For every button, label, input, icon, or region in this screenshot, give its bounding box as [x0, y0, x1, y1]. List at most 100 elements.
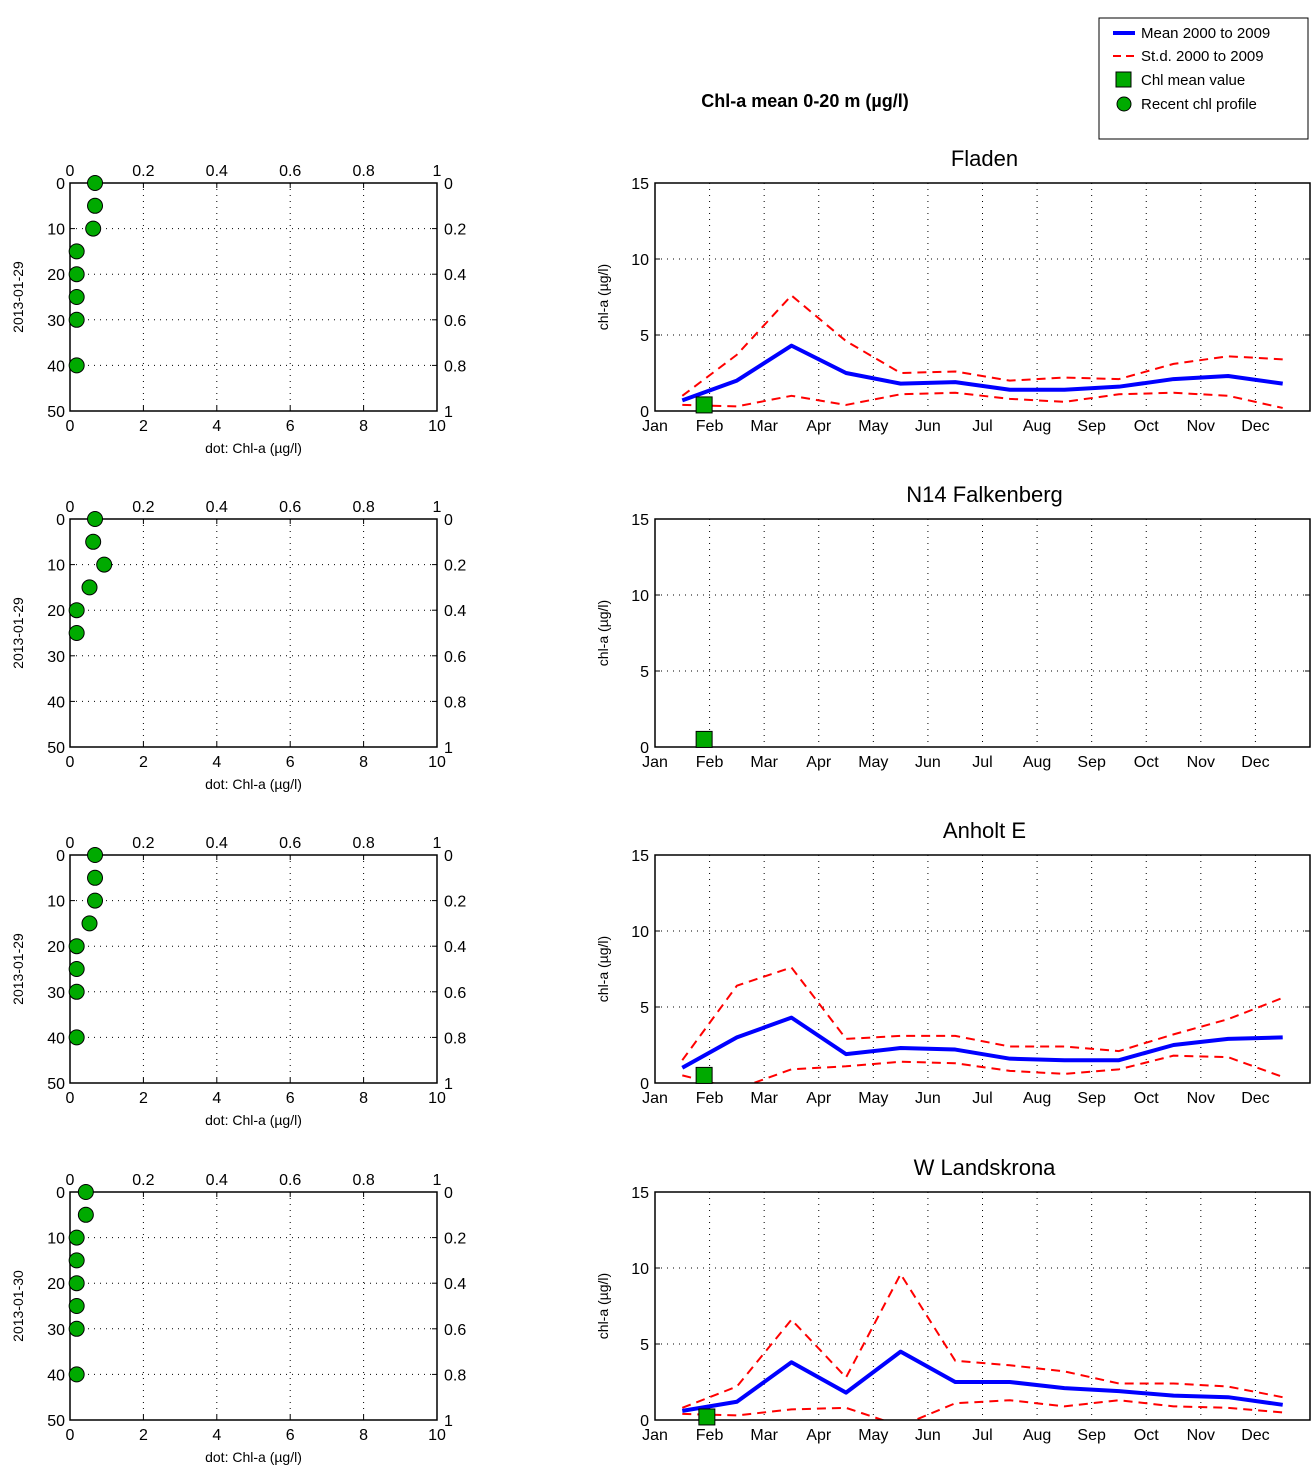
month-label: Mar [750, 418, 778, 435]
x-tick-label: 4 [212, 754, 221, 771]
x-tick-label: 6 [286, 754, 295, 771]
month-label: Jul [972, 418, 992, 435]
month-label: Jun [915, 754, 941, 771]
month-label: Dec [1241, 1090, 1269, 1107]
plot-area [70, 855, 437, 1083]
top-tick-label: 0 [66, 163, 75, 180]
profile-point-5 [68, 625, 85, 641]
top-tick-label: 0.8 [352, 163, 374, 180]
y-tick-label: 30 [47, 985, 65, 1002]
std-line-0 [681, 966, 1284, 1061]
x-tick-label: 8 [359, 754, 368, 771]
x-axis-label: dot: Chl-a (µg/l) [205, 1449, 302, 1465]
plot-frame [654, 518, 1311, 748]
x-tick-label: 10 [428, 1090, 446, 1107]
profile-point-7 [68, 357, 85, 374]
profile-point-6 [68, 311, 85, 328]
top-tick-label: 1 [433, 163, 442, 180]
month-label: Nov [1187, 1427, 1215, 1444]
right-tick-label: 0.6 [444, 313, 466, 330]
month-label: Mar [750, 754, 778, 771]
season-plot-3: Jan Feb Mar Apr May Jun Jul Aug Sep Oct Nov Dec 0 5 10… [595, 1155, 1311, 1444]
month-label: May [858, 1090, 888, 1107]
x-tick-label: 6 [286, 1427, 295, 1444]
y-tick-label: 15 [631, 176, 649, 193]
month-label: Sep [1077, 418, 1106, 435]
profile-point-5 [68, 1298, 85, 1314]
month-label: Mar [750, 1427, 778, 1444]
y-tick-label: 15 [631, 848, 649, 865]
y-tick-label: 15 [631, 512, 649, 529]
y-tick-label: 10 [631, 588, 649, 605]
x-tick-label: 8 [359, 1427, 368, 1444]
right-tick-label: 0.8 [444, 694, 466, 711]
profile-point-2 [87, 892, 104, 909]
plot-area [70, 183, 437, 411]
y-tick-label: 10 [47, 222, 65, 239]
std-line-0 [681, 1273, 1283, 1409]
month-label: Aug [1023, 1090, 1051, 1107]
y-tick-label: 0 [56, 512, 65, 529]
month-label: Feb [696, 418, 724, 435]
x-tick-label: 10 [428, 418, 446, 435]
top-tick-label: 0.8 [352, 499, 374, 516]
right-tick-label: 0.4 [444, 267, 466, 284]
profile-point-0 [87, 511, 104, 527]
month-label: Apr [806, 754, 832, 771]
right-tick-label: 0 [444, 176, 453, 193]
month-label: Aug [1023, 1427, 1051, 1444]
month-label: Feb [696, 1427, 724, 1444]
month-label: Nov [1187, 418, 1215, 435]
month-label: Feb [696, 1090, 724, 1107]
top-tick-label: 0.4 [206, 163, 228, 180]
top-tick-label: 1 [433, 1172, 442, 1189]
station-title: Fladen [951, 146, 1018, 171]
x-axis-label: dot: Chl-a (µg/l) [205, 1112, 302, 1128]
month-label: Sep [1077, 1090, 1106, 1107]
profile-point-4 [68, 1275, 85, 1292]
profile-point-1 [85, 533, 102, 550]
profile-point-2 [68, 1229, 85, 1246]
right-tick-label: 1 [444, 404, 453, 421]
legend-square-swatch [1115, 71, 1132, 88]
profile-point-6 [68, 1320, 85, 1337]
top-tick-label: 0.6 [279, 1172, 301, 1189]
y-tick-label: 15 [631, 1185, 649, 1202]
right-tick-label: 0 [444, 512, 453, 529]
profile-point-3 [68, 243, 85, 260]
profile-point-3 [68, 1252, 85, 1269]
profile-point-3 [81, 915, 98, 932]
y-tick-label: 10 [631, 252, 649, 269]
profile-point-0 [87, 847, 104, 863]
profile-point-0 [77, 1184, 94, 1200]
top-tick-label: 0.6 [279, 835, 301, 852]
station-title: Anholt E [943, 818, 1026, 843]
season-plot-1: Jan Feb Mar Apr May Jun Jul Aug Sep Oct Nov Dec 0 5 10… [595, 482, 1311, 771]
right-tick-label: 0.2 [444, 894, 466, 911]
right-tick-label: 0.8 [444, 1367, 466, 1384]
x-tick-label: 6 [286, 418, 295, 435]
x-tick-label: 2 [139, 1427, 148, 1444]
month-label: Dec [1241, 754, 1269, 771]
profile-point-0 [87, 175, 104, 191]
plot-area [70, 519, 437, 747]
month-label: Jan [642, 754, 668, 771]
profile-point-7 [68, 1029, 85, 1046]
y-tick-label: 10 [47, 1231, 65, 1248]
x-tick-label: 10 [428, 754, 446, 771]
legend-square-label: Chl mean value [1141, 72, 1245, 89]
season-plot-0: Jan Feb Mar Apr May Jun Jul Aug Sep Oct Nov Dec 0 5 10… [595, 146, 1311, 435]
top-tick-label: 0 [66, 1172, 75, 1189]
y-tick-label: 5 [640, 328, 649, 345]
right-tick-label: 0.2 [444, 558, 466, 575]
top-tick-label: 0.4 [206, 835, 228, 852]
top-tick-label: 0.6 [279, 163, 301, 180]
month-label: Jun [915, 1090, 941, 1107]
month-label: Dec [1241, 418, 1269, 435]
y-axis-label: chl-a (µg/l) [595, 600, 611, 666]
profile-point-4 [68, 602, 85, 619]
y-axis-label: 2013-01-29 [10, 261, 26, 333]
